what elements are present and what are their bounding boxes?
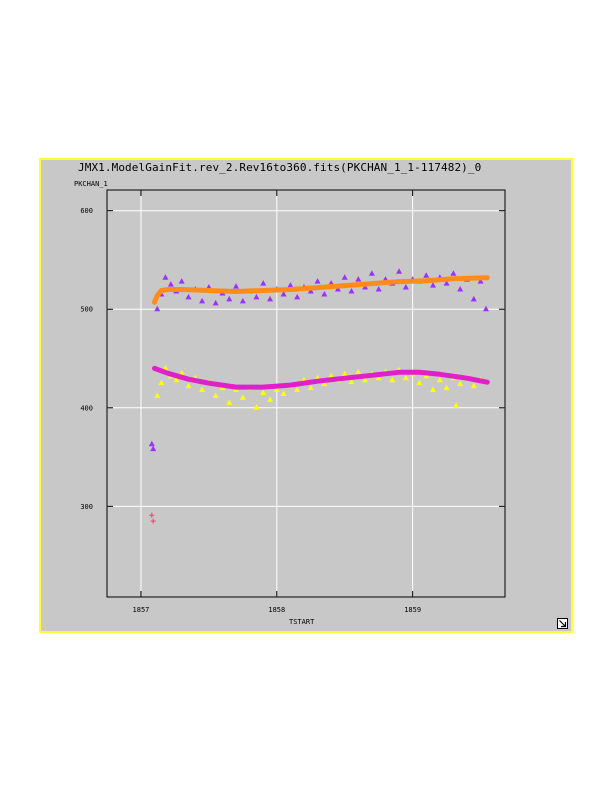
y-tick-label: 500: [80, 306, 93, 314]
data-point: [162, 364, 169, 371]
data-point: [253, 293, 260, 300]
data-point: [334, 286, 341, 292]
resize-arrow-icon[interactable]: [557, 618, 568, 629]
chart-canvas: 1857 1858 1859 300 400 500 600: [80, 189, 506, 614]
data-point: [273, 386, 280, 393]
series-4: [152, 365, 490, 390]
data-point: [199, 297, 206, 304]
data-point: [199, 386, 206, 393]
data-point: [260, 280, 267, 286]
x-tick-label: 1859: [404, 606, 421, 614]
data-point: [154, 392, 161, 398]
data-point: [185, 293, 192, 300]
data-point: [162, 274, 169, 280]
fit-curve: [152, 275, 490, 305]
data-point: [294, 293, 301, 300]
data-point: [150, 518, 156, 524]
data-point: [470, 382, 477, 389]
data-point: [355, 276, 362, 282]
x-tick-label: 1858: [268, 606, 285, 614]
data-point: [348, 288, 355, 294]
series-3: [152, 275, 490, 305]
data-point: [348, 378, 355, 385]
data-point: [362, 376, 369, 383]
data-point: [212, 392, 219, 398]
data-point: [307, 288, 314, 294]
data-point: [450, 270, 457, 276]
data-point: [430, 282, 437, 288]
series-layer: [148, 268, 490, 524]
data-point: [287, 282, 294, 288]
data-point: [233, 283, 240, 289]
chart-title: JMX1.ModelGainFit.rev_2.Rev16to360.fits(…: [78, 161, 482, 174]
data-point: [368, 270, 375, 276]
data-point: [402, 284, 409, 290]
y-tick-label: 600: [80, 207, 93, 215]
data-point: [260, 389, 267, 396]
data-point: [482, 305, 489, 312]
data-point: [280, 290, 287, 297]
data-point: [158, 379, 165, 386]
data-point: [389, 376, 396, 383]
data-point: [396, 268, 403, 274]
fit-curve: [152, 365, 490, 390]
data-point: [457, 380, 464, 387]
y-axis-label: PKCHAN_1: [74, 180, 108, 188]
data-point: [253, 404, 260, 410]
data-point: [470, 295, 477, 302]
data-point: [178, 278, 185, 284]
data-point: [239, 394, 246, 400]
series-2: [149, 512, 156, 524]
x-axis-label: TSTART: [289, 618, 315, 626]
data-point: [239, 297, 246, 304]
data-point: [314, 278, 321, 284]
y-tick-label: 400: [80, 404, 93, 412]
data-point: [416, 379, 423, 386]
data-point: [328, 372, 335, 379]
data-point: [341, 370, 348, 377]
grid-layer: [107, 190, 505, 597]
data-point: [477, 278, 484, 284]
data-point: [436, 376, 443, 383]
data-point: [443, 280, 450, 286]
data-point: [226, 295, 233, 302]
data-point: [443, 384, 450, 391]
data-point: [280, 390, 287, 396]
tick-layer: 1857 1858 1859 300 400 500 600: [80, 190, 505, 614]
data-point: [154, 305, 161, 312]
data-point: [355, 368, 362, 375]
data-point: [375, 286, 382, 292]
data-point: [430, 386, 437, 393]
data-point: [173, 376, 180, 383]
data-point: [294, 386, 301, 393]
data-point: [453, 402, 460, 408]
data-point: [375, 374, 382, 381]
data-point: [457, 286, 464, 292]
x-tick-label: 1857: [133, 606, 150, 614]
data-point: [402, 374, 409, 381]
series-1: [154, 364, 484, 410]
data-point: [178, 369, 185, 376]
data-point: [321, 380, 328, 387]
data-point: [321, 290, 328, 297]
plot-frame: [106, 189, 506, 598]
data-point: [212, 299, 219, 306]
data-point: [148, 440, 155, 447]
data-point: [423, 372, 430, 379]
data-point: [167, 281, 174, 287]
data-point: [423, 272, 430, 278]
data-point: [149, 512, 155, 518]
y-tick-label: 300: [80, 503, 93, 511]
data-point: [226, 399, 233, 405]
data-point: [150, 445, 157, 452]
plot-window: JMX1.ModelGainFit.rev_2.Rev16to360.fits(…: [39, 158, 573, 633]
series-0: [148, 268, 489, 452]
data-point: [267, 295, 274, 302]
data-point: [341, 274, 348, 280]
data-point: [362, 284, 369, 290]
data-point: [307, 384, 314, 391]
data-point: [185, 382, 192, 389]
data-point: [267, 396, 274, 402]
